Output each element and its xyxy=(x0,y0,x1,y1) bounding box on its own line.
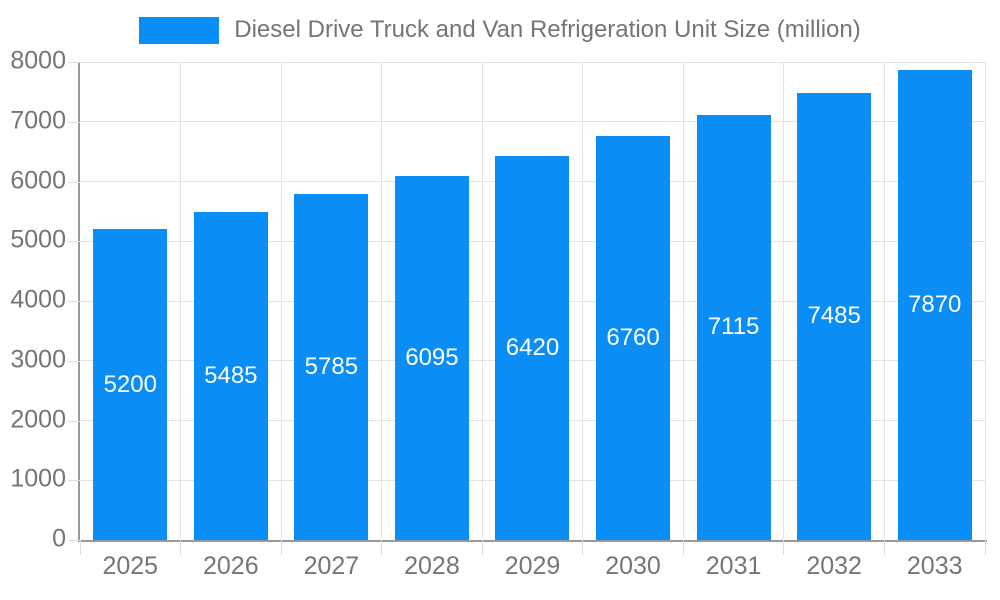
plot-area: 5200 5485 5785 6095 6420 6760 7115 7485 7870 xyxy=(80,62,985,540)
y-tick-label: 0 xyxy=(4,527,66,552)
bar-2027[interactable]: 5785 xyxy=(294,194,368,540)
y-tick-mark xyxy=(68,540,80,541)
x-tick-label: 2031 xyxy=(683,552,784,581)
bar-2029[interactable]: 6420 xyxy=(495,156,569,540)
legend-label: Diesel Drive Truck and Van Refrigeration… xyxy=(234,16,860,44)
y-tick-label: 5000 xyxy=(4,228,66,253)
bar-2030[interactable]: 6760 xyxy=(596,136,670,540)
x-tick-label: 2030 xyxy=(583,552,684,581)
bar-value-label: 6095 xyxy=(405,344,458,372)
x-tick-label: 2026 xyxy=(181,552,282,581)
bar-column: 5200 xyxy=(80,62,181,540)
y-tick-mark xyxy=(68,301,80,302)
bar-value-label: 5200 xyxy=(104,371,157,399)
bar-2026[interactable]: 5485 xyxy=(194,212,268,540)
x-axis-line xyxy=(78,540,987,542)
legend-item[interactable]: Diesel Drive Truck and Van Refrigeration… xyxy=(139,16,860,44)
y-tick-label: 8000 xyxy=(4,49,66,74)
bar-column: 7115 xyxy=(683,62,784,540)
bar-2031[interactable]: 7115 xyxy=(697,115,771,540)
y-tick-mark xyxy=(68,182,80,183)
bar-column: 7870 xyxy=(884,62,985,540)
bar-column: 6760 xyxy=(583,62,684,540)
y-tick-mark xyxy=(68,361,80,362)
bar-column: 7485 xyxy=(784,62,885,540)
y-tick-mark xyxy=(68,421,80,422)
bar-column: 5785 xyxy=(281,62,382,540)
x-tick-label: 2032 xyxy=(784,552,885,581)
x-tick-label: 2033 xyxy=(884,552,985,581)
bar-chart: Diesel Drive Truck and Van Refrigeration… xyxy=(0,0,1000,600)
bar-2033[interactable]: 7870 xyxy=(898,70,972,540)
bar-column: 6095 xyxy=(382,62,483,540)
bar-column: 5485 xyxy=(181,62,282,540)
x-tick-label: 2028 xyxy=(382,552,483,581)
y-tick-label: 2000 xyxy=(4,407,66,432)
bar-value-label: 6420 xyxy=(506,334,559,362)
y-tick-label: 4000 xyxy=(4,288,66,313)
y-tick-mark xyxy=(68,480,80,481)
x-tick-label: 2025 xyxy=(80,552,181,581)
bar-2028[interactable]: 6095 xyxy=(395,176,469,540)
bar-column: 6420 xyxy=(482,62,583,540)
y-tick-label: 3000 xyxy=(4,347,66,372)
bar-value-label: 7485 xyxy=(807,302,860,330)
legend: Diesel Drive Truck and Van Refrigeration… xyxy=(0,16,1000,44)
bar-value-label: 5785 xyxy=(305,353,358,381)
x-tick-label: 2029 xyxy=(482,552,583,581)
bar-2032[interactable]: 7485 xyxy=(797,93,871,540)
y-tick-mark xyxy=(68,241,80,242)
y-tick-mark xyxy=(68,62,80,63)
y-tick-label: 7000 xyxy=(4,108,66,133)
y-tick-label: 1000 xyxy=(4,467,66,492)
x-tick-label: 2027 xyxy=(281,552,382,581)
y-tick-label: 6000 xyxy=(4,168,66,193)
bar-value-label: 6760 xyxy=(606,324,659,352)
bar-value-label: 7115 xyxy=(708,313,760,341)
bar-2025[interactable]: 5200 xyxy=(93,229,167,540)
legend-swatch xyxy=(139,17,219,44)
bar-value-label: 5485 xyxy=(204,362,257,390)
y-tick-mark xyxy=(68,122,80,123)
bar-value-label: 7870 xyxy=(908,291,961,319)
